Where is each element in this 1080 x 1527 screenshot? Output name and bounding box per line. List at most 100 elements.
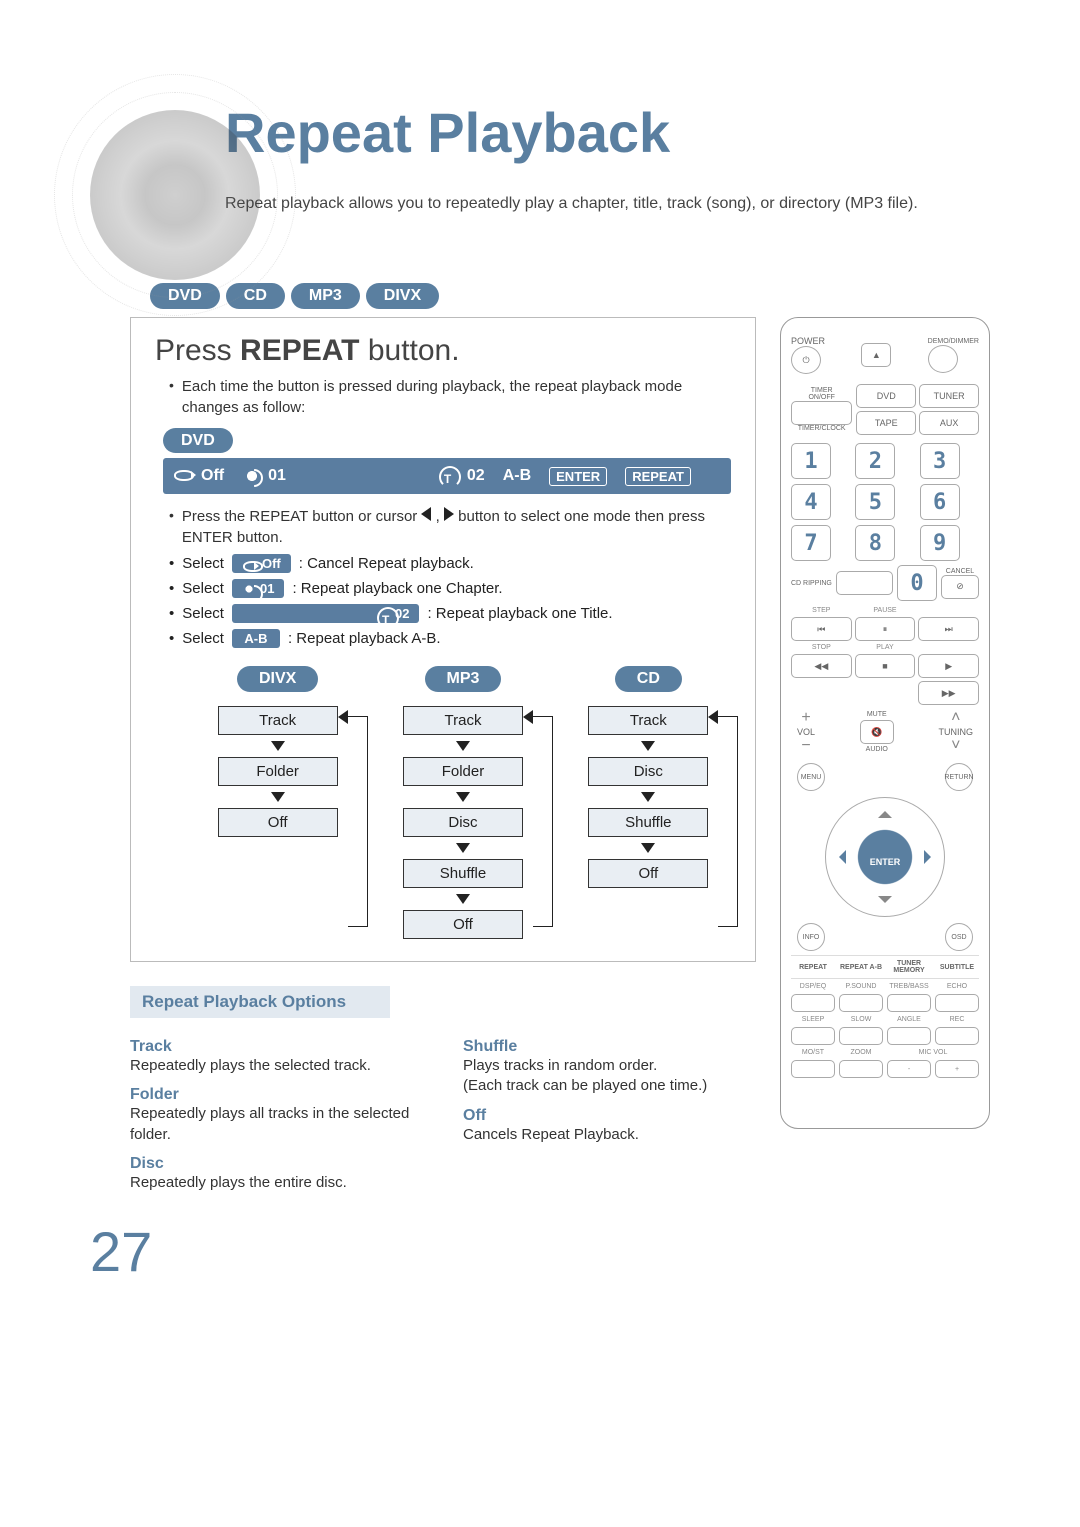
flow-step: Track bbox=[218, 706, 338, 735]
opt-shuffle-title: Shuffle bbox=[463, 1038, 756, 1056]
flow-loop-line bbox=[533, 716, 553, 927]
numpad-9[interactable]: 9 bbox=[920, 525, 960, 561]
osd-chapter: 01 bbox=[242, 466, 286, 486]
play-button[interactable]: ▶ bbox=[918, 654, 979, 678]
prev-button[interactable]: ⏮ bbox=[791, 617, 852, 641]
flow-cd: CDTrackDiscShuffleOff bbox=[566, 666, 731, 941]
numpad-2[interactable]: 2 bbox=[855, 443, 895, 479]
aux-button[interactable]: AUX bbox=[919, 411, 979, 435]
flow-badge: DIVX bbox=[237, 666, 318, 692]
dvd-button[interactable]: DVD bbox=[856, 384, 916, 408]
demo-button[interactable] bbox=[928, 345, 958, 373]
dspeq-button[interactable] bbox=[791, 994, 835, 1012]
cd-ripping-button[interactable] bbox=[836, 571, 893, 595]
dpad-left-icon[interactable] bbox=[832, 850, 846, 864]
power-button[interactable]: ⏻ bbox=[791, 346, 821, 374]
vol-up-button[interactable]: + bbox=[801, 709, 810, 726]
chapter-icon bbox=[242, 582, 256, 596]
numpad-0[interactable]: 0 bbox=[897, 565, 937, 601]
next-button[interactable]: ⏭ bbox=[918, 617, 979, 641]
opt-off-title: Off bbox=[463, 1107, 756, 1125]
tuning-up-button[interactable]: ˄ bbox=[951, 709, 960, 726]
options-grid: Track Repeatedly plays the selected trac… bbox=[130, 1028, 756, 1193]
mute-button[interactable]: 🔇 bbox=[860, 720, 894, 744]
enter-dpad[interactable] bbox=[825, 797, 945, 917]
ff-button[interactable]: ▶▶ bbox=[918, 681, 979, 705]
subtitle-button-label[interactable]: SUBTITLE bbox=[935, 964, 979, 971]
osd-title: 02 bbox=[304, 466, 485, 486]
tuner-button[interactable]: TUNER bbox=[919, 384, 979, 408]
sleep-button[interactable] bbox=[791, 1027, 835, 1045]
stop-button[interactable]: ■ bbox=[855, 654, 916, 678]
flow-arrow-icon bbox=[456, 741, 470, 751]
repeat-ab-button-label[interactable]: REPEAT A-B bbox=[839, 964, 883, 971]
flow-step: Disc bbox=[588, 757, 708, 786]
vol-down-button[interactable]: − bbox=[801, 737, 810, 754]
numpad-5[interactable]: 5 bbox=[855, 484, 895, 520]
flow-arrow-icon bbox=[641, 843, 655, 853]
options-col-b: Shuffle Plays tracks in random order. (E… bbox=[463, 1028, 756, 1193]
eject-button[interactable]: ▲ bbox=[861, 343, 891, 367]
numpad-4[interactable]: 4 bbox=[791, 484, 831, 520]
select-off: Select Off : Cancel Repeat playback. bbox=[169, 554, 731, 573]
flow-arrow-icon bbox=[456, 792, 470, 802]
micvol-minus-button[interactable]: - bbox=[887, 1060, 931, 1078]
dpad-down-icon[interactable] bbox=[878, 896, 892, 910]
flow-loop-arrow-icon bbox=[338, 710, 348, 724]
flow-arrow-icon bbox=[271, 792, 285, 802]
page-number: 27 bbox=[90, 1219, 756, 1284]
menu-button[interactable]: MENU bbox=[797, 763, 825, 791]
osd-enter-pill: ENTER bbox=[549, 467, 607, 486]
pause-button[interactable]: ⏸ bbox=[855, 617, 916, 641]
return-button[interactable]: RETURN bbox=[945, 763, 973, 791]
info-button[interactable]: INFO bbox=[797, 923, 825, 951]
select-ab: Select A-B : Repeat playback A-B. bbox=[169, 629, 731, 648]
section-heading: Press REPEAT button. bbox=[155, 334, 731, 368]
psound-button[interactable] bbox=[839, 994, 883, 1012]
timer-onoff-button[interactable] bbox=[791, 401, 852, 425]
zoom-button[interactable] bbox=[839, 1060, 883, 1078]
cancel-button[interactable]: ⊘ bbox=[941, 575, 979, 599]
flow-loop-line bbox=[718, 716, 738, 927]
format-badge-mp3: MP3 bbox=[291, 283, 360, 309]
loop-icon bbox=[173, 466, 195, 486]
select-title: Select 02 : Repeat playback one Title. bbox=[169, 604, 731, 623]
numpad-6[interactable]: 6 bbox=[920, 484, 960, 520]
numpad-3[interactable]: 3 bbox=[920, 443, 960, 479]
tuning-down-button[interactable]: ˅ bbox=[951, 737, 960, 754]
tuner-memory-label[interactable]: TUNER MEMORY bbox=[887, 960, 931, 974]
page-title: Repeat Playback bbox=[225, 100, 990, 165]
cursor-instruction: Press the REPEAT button or cursor , butt… bbox=[169, 506, 731, 548]
speaker-graphic bbox=[90, 110, 260, 280]
osd-button[interactable]: OSD bbox=[945, 923, 973, 951]
micvol-plus-button[interactable]: + bbox=[935, 1060, 979, 1078]
numpad-7[interactable]: 7 bbox=[791, 525, 831, 561]
osd-off: Off bbox=[173, 466, 224, 486]
trebbass-button[interactable] bbox=[887, 994, 931, 1012]
flow-step: Folder bbox=[218, 757, 338, 786]
dpad-right-icon[interactable] bbox=[924, 850, 938, 864]
flow-loop-line bbox=[348, 716, 368, 927]
rew-button[interactable]: ◀◀ bbox=[791, 654, 852, 678]
tape-button[interactable]: TAPE bbox=[856, 411, 916, 435]
rec-button[interactable] bbox=[935, 1027, 979, 1045]
flow-step: Folder bbox=[403, 757, 523, 786]
slow-button[interactable] bbox=[839, 1027, 883, 1045]
angle-button[interactable] bbox=[887, 1027, 931, 1045]
numpad-8[interactable]: 8 bbox=[855, 525, 895, 561]
most-button[interactable] bbox=[791, 1060, 835, 1078]
echo-button[interactable] bbox=[935, 994, 979, 1012]
options-col-a: Track Repeatedly plays the selected trac… bbox=[130, 1028, 423, 1193]
dpad-up-icon[interactable] bbox=[878, 804, 892, 818]
chip-chapter: 01 bbox=[232, 579, 284, 598]
flow-loop-arrow-icon bbox=[523, 710, 533, 724]
options-banner: Repeat Playback Options bbox=[130, 986, 390, 1018]
left-column: Press REPEAT button. Each time the butto… bbox=[90, 317, 756, 1284]
flowcharts: DIVXTrackFolderOffMP3TrackFolderDiscShuf… bbox=[195, 666, 731, 941]
repeat-button-label[interactable]: REPEAT bbox=[791, 964, 835, 971]
flow-loop-arrow-icon bbox=[708, 710, 718, 724]
opt-disc-desc: Repeatedly plays the entire disc. bbox=[130, 1173, 423, 1193]
page-subtitle: Repeat playback allows you to repeatedly… bbox=[225, 195, 990, 213]
numpad-1[interactable]: 1 bbox=[791, 443, 831, 479]
flow-badge: MP3 bbox=[425, 666, 502, 692]
